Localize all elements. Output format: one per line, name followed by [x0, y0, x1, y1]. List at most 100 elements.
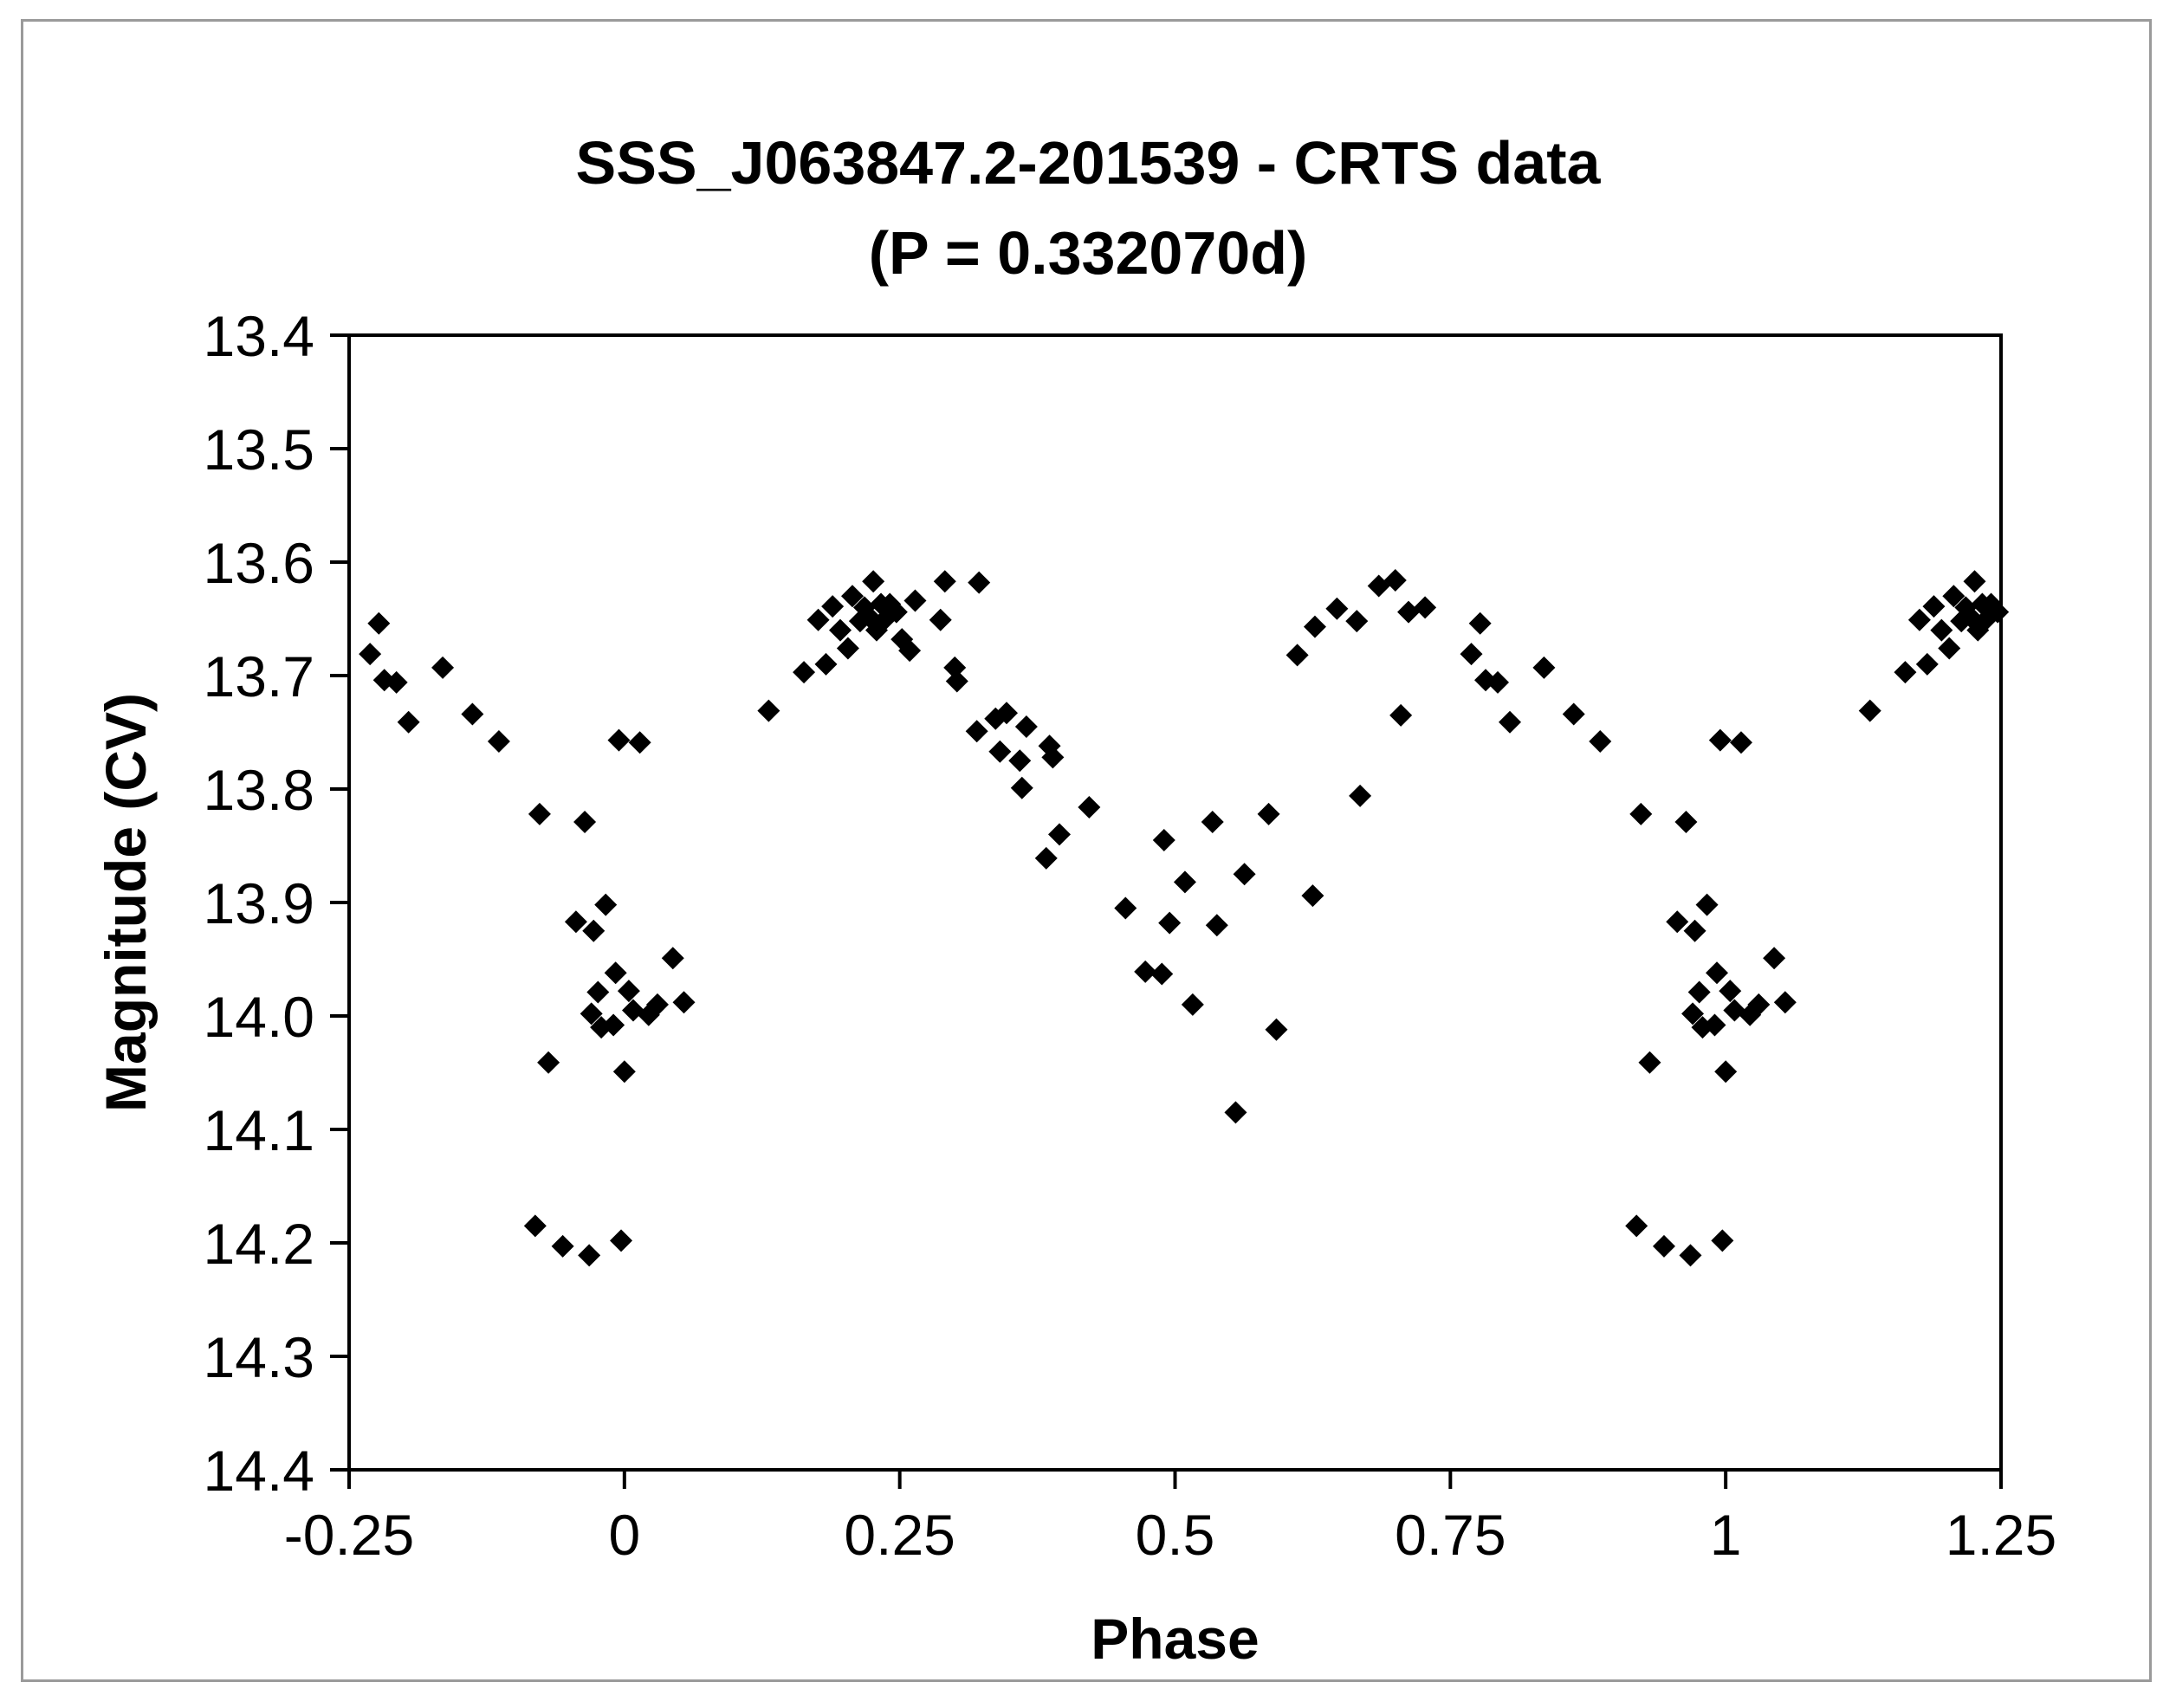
data-point: [1034, 846, 1058, 870]
data-point: [1301, 884, 1324, 908]
data-point: [1894, 661, 1917, 684]
data-point: [1233, 863, 1256, 886]
x-tick-label: 0.5: [1136, 1503, 1215, 1567]
x-tick-label: 1: [1710, 1503, 1742, 1567]
data-point: [672, 991, 696, 1014]
data-point: [968, 571, 991, 594]
data-point: [1345, 610, 1369, 633]
data-point: [1714, 1060, 1738, 1084]
x-tick-label: -0.25: [284, 1503, 414, 1567]
data-point: [528, 802, 551, 825]
data-point: [573, 810, 597, 833]
data-point: [1134, 960, 1157, 983]
data-point: [1683, 919, 1706, 942]
data-point: [397, 710, 420, 734]
data-point: [1930, 618, 1953, 642]
data-point: [578, 1244, 601, 1267]
data-point: [564, 910, 587, 934]
data-point: [1498, 710, 1521, 734]
data-point: [1773, 991, 1797, 1014]
data-point: [793, 661, 816, 684]
data-point: [1674, 810, 1698, 833]
data-point: [1349, 784, 1372, 807]
data-point: [610, 1229, 633, 1252]
data-point: [1708, 728, 1732, 752]
data-point: [1486, 670, 1510, 694]
x-axis: -0.25 0 0.25 0.5 0.75 1 1.25: [284, 1470, 2056, 1567]
data-point: [821, 595, 845, 618]
data-point: [1652, 1234, 1675, 1258]
y-axis: 13.4 13.5 13.6 13.7 13.8 13.9 14.0 14.1 14.2 14.3…: [204, 304, 349, 1503]
y-tick-label: 13.4: [204, 304, 314, 368]
data-point: [1041, 746, 1065, 769]
data-point: [1389, 703, 1413, 727]
data-point: [884, 600, 908, 624]
data-point: [1150, 962, 1174, 986]
data-points: [359, 568, 2010, 1267]
data-point: [988, 740, 1012, 763]
data-point: [814, 652, 838, 676]
data-point: [933, 570, 956, 593]
data-point: [1078, 795, 1101, 818]
data-point: [840, 585, 864, 608]
data-point: [628, 731, 651, 754]
data-point: [1158, 911, 1182, 935]
data-point: [537, 1051, 560, 1074]
data-point: [1719, 980, 1742, 1003]
data-point: [602, 1013, 625, 1037]
data-point: [1705, 961, 1728, 985]
data-point: [1048, 823, 1072, 846]
data-point: [1265, 1018, 1288, 1041]
data-point: [1008, 749, 1032, 773]
data-point: [1181, 993, 1204, 1016]
x-tick-label: 0.75: [1395, 1503, 1506, 1567]
data-point: [1703, 1013, 1726, 1037]
data-point: [1468, 611, 1492, 635]
data-point: [829, 618, 852, 642]
x-tick-label: 1.25: [1946, 1503, 2056, 1567]
y-tick-label: 13.9: [204, 871, 314, 935]
chart-frame: [21, 19, 2152, 1682]
data-point: [359, 643, 382, 666]
data-point: [604, 961, 627, 985]
y-tick-label: 13.7: [204, 644, 314, 708]
data-point: [1460, 643, 1483, 666]
data-point: [487, 729, 510, 753]
data-point: [1205, 914, 1228, 937]
data-point: [1589, 729, 1612, 753]
data-point: [1114, 896, 1137, 920]
data-point: [645, 993, 669, 1016]
data-point: [1907, 608, 1931, 631]
data-point: [1383, 568, 1407, 592]
x-axis-title: Phase: [1091, 1607, 1259, 1671]
data-point: [1397, 600, 1421, 624]
data-point: [580, 1002, 603, 1025]
data-point: [1763, 947, 1786, 970]
data-point: [1858, 699, 1881, 722]
data-point: [1629, 802, 1653, 825]
data-point: [1747, 993, 1771, 1016]
data-point: [903, 589, 927, 612]
data-point: [594, 893, 618, 916]
data-point: [1562, 702, 1585, 726]
chart-subtitle: (P = 0.332070d): [868, 219, 1308, 287]
data-point: [862, 570, 885, 593]
data-point: [1986, 600, 2010, 624]
data-point: [367, 611, 391, 635]
data-point: [1201, 810, 1224, 833]
y-tick-label: 14.0: [204, 985, 314, 1049]
data-point: [1942, 585, 1966, 608]
data-point: [1963, 570, 1986, 593]
data-point: [385, 670, 408, 694]
data-point: [1711, 1229, 1734, 1252]
y-tick-label: 14.4: [204, 1439, 314, 1503]
y-tick-label: 14.3: [204, 1325, 314, 1389]
data-point: [607, 728, 631, 752]
data-point: [898, 639, 922, 663]
y-tick-label: 13.5: [204, 417, 314, 482]
data-point: [1681, 1002, 1705, 1025]
data-point: [1173, 870, 1196, 894]
data-point: [836, 637, 859, 660]
data-point: [1695, 893, 1719, 916]
